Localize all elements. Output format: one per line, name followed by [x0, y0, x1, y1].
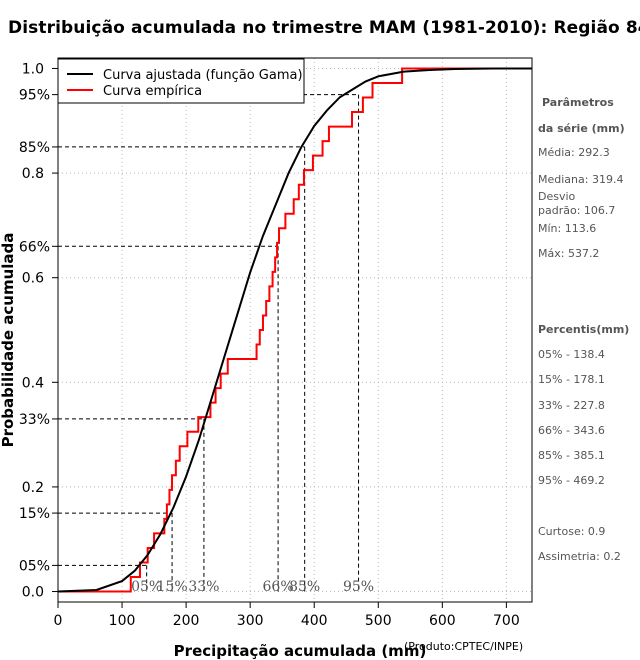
percentile-x-label: 95% — [343, 579, 374, 595]
legend-label: Curva empírica — [103, 84, 202, 99]
y-percentile-label: 66% — [19, 239, 50, 255]
legend-label: Curva ajustada (função Gama) — [103, 68, 303, 83]
x-axis-label: Precipitação acumulada (mm) — [174, 642, 427, 660]
stat-desvio-1: Desvio — [538, 190, 576, 203]
y-tick-label: 0.8 — [22, 166, 44, 182]
percentil-95: 95% - 469.2 — [538, 474, 605, 487]
percentile-x-label: 05% — [131, 579, 162, 595]
stat-assimetria: Assimetria: 0.2 — [538, 550, 621, 563]
y-tick-label: 0.4 — [22, 375, 44, 391]
params-heading-2: da série (mm) — [538, 122, 625, 135]
percentil-15: 15% - 178.1 — [538, 373, 605, 386]
percentile-x-label: 33% — [188, 579, 219, 595]
legend-box — [57, 58, 305, 104]
percentile-x-label: 66% — [263, 579, 294, 595]
x-tick-label: 600 — [429, 613, 456, 629]
stat-mediana: Mediana: 319.4 — [538, 173, 624, 186]
stat-desvio-2: padrão: 106.7 — [538, 204, 616, 217]
y-tick-label: 1.0 — [22, 61, 44, 77]
y-percentile-label: 15% — [19, 506, 50, 522]
stat-max: Máx: 537.2 — [538, 247, 600, 260]
stat-curtose: Curtose: 0.9 — [538, 525, 606, 538]
y-percentile-label: 95% — [19, 88, 50, 104]
x-tick-label: 100 — [109, 613, 136, 629]
y-percentile-label: 85% — [19, 140, 50, 156]
y-tick-label: 0.6 — [22, 271, 44, 287]
percentil-05: 05% - 138.4 — [538, 348, 605, 361]
x-tick-label: 500 — [365, 613, 392, 629]
y-tick-label: 0.0 — [22, 585, 44, 601]
chart-title: Distribuição acumulada no trimestre MAM … — [8, 18, 640, 38]
x-tick-label: 200 — [173, 613, 200, 629]
percentil-85: 85% - 385.1 — [538, 449, 605, 462]
y-tick-label: 0.2 — [22, 480, 44, 496]
x-tick-label: 0 — [54, 613, 63, 629]
percentil-66: 66% - 343.6 — [538, 424, 605, 437]
percentile-guides: 05%15% 33% 66%85% 95% — [58, 94, 374, 595]
percentil-33: 33% - 227.8 — [538, 399, 605, 412]
x-tick-label: 700 — [493, 613, 520, 629]
stat-media: Média: 292.3 — [538, 146, 610, 159]
axes: 0 100 200 300 400 500 600 700 0.0 0.2 0.4 0.6 0.8 1.0… — [19, 61, 532, 629]
credit-text: (Produto:CPTEC/INPE) — [404, 640, 524, 653]
plot-frame — [57, 57, 533, 603]
stat-min: Mín: 113.6 — [538, 222, 597, 235]
legend: Curva ajustada (função Gama)Curva empíri… — [57, 58, 305, 104]
curves — [57, 67, 532, 593]
percentis-heading: Percentis(mm) — [538, 323, 630, 336]
empirical-curve — [58, 67, 532, 593]
percentile-x-label: 15% — [157, 579, 188, 595]
fitted-curve — [57, 67, 532, 593]
x-tick-label: 400 — [301, 613, 328, 629]
params-heading-1: Parâmetros — [542, 96, 614, 109]
y-percentile-label: 33% — [19, 412, 50, 428]
x-tick-label: 300 — [237, 613, 264, 629]
y-percentile-label: 05% — [19, 558, 50, 574]
percentile-x-label: 85% — [289, 579, 320, 595]
y-axis-label: Probabilidade acumulada — [0, 233, 17, 448]
grid-lines — [57, 58, 532, 602]
